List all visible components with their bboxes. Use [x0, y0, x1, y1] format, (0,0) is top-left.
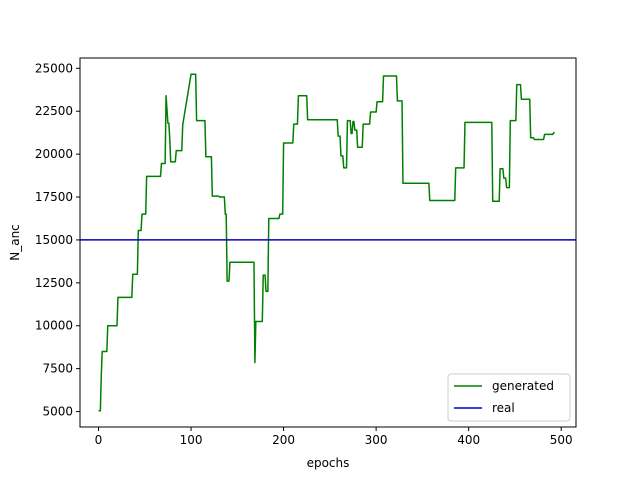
y-tick-label: 12500 — [35, 276, 73, 290]
x-tick-label: 400 — [457, 433, 480, 447]
x-axis-ticks: 0 100 200 300 400 500 — [95, 427, 573, 447]
y-axis-ticks: 5000 7500 10000 12500 15000 17500 20000 22500 25… — [35, 61, 80, 419]
y-tick-label: 5000 — [42, 405, 73, 419]
x-tick-label: 300 — [365, 433, 388, 447]
x-tick-label: 0 — [95, 433, 103, 447]
x-axis-label: epochs — [307, 456, 350, 470]
y-tick-label: 20000 — [35, 147, 73, 161]
x-tick-label: 100 — [180, 433, 203, 447]
legend-label-real: real — [492, 401, 515, 415]
plot-frame — [79, 57, 577, 428]
legend: generated real — [447, 373, 571, 422]
y-tick-label: 17500 — [35, 190, 73, 204]
series-line-generated — [98, 73, 555, 412]
y-tick-label: 7500 — [42, 362, 73, 376]
legend-label-generated: generated — [492, 379, 554, 393]
plot-area — [80, 58, 576, 427]
x-tick-label: 500 — [550, 433, 573, 447]
y-tick-label: 10000 — [35, 319, 73, 333]
y-tick-label: 15000 — [35, 233, 73, 247]
y-tick-label: 22500 — [35, 104, 73, 118]
y-axis-label: N_anc — [8, 224, 22, 261]
y-tick-label: 25000 — [35, 61, 73, 75]
series-layer — [80, 73, 576, 412]
x-tick-label: 200 — [272, 433, 295, 447]
